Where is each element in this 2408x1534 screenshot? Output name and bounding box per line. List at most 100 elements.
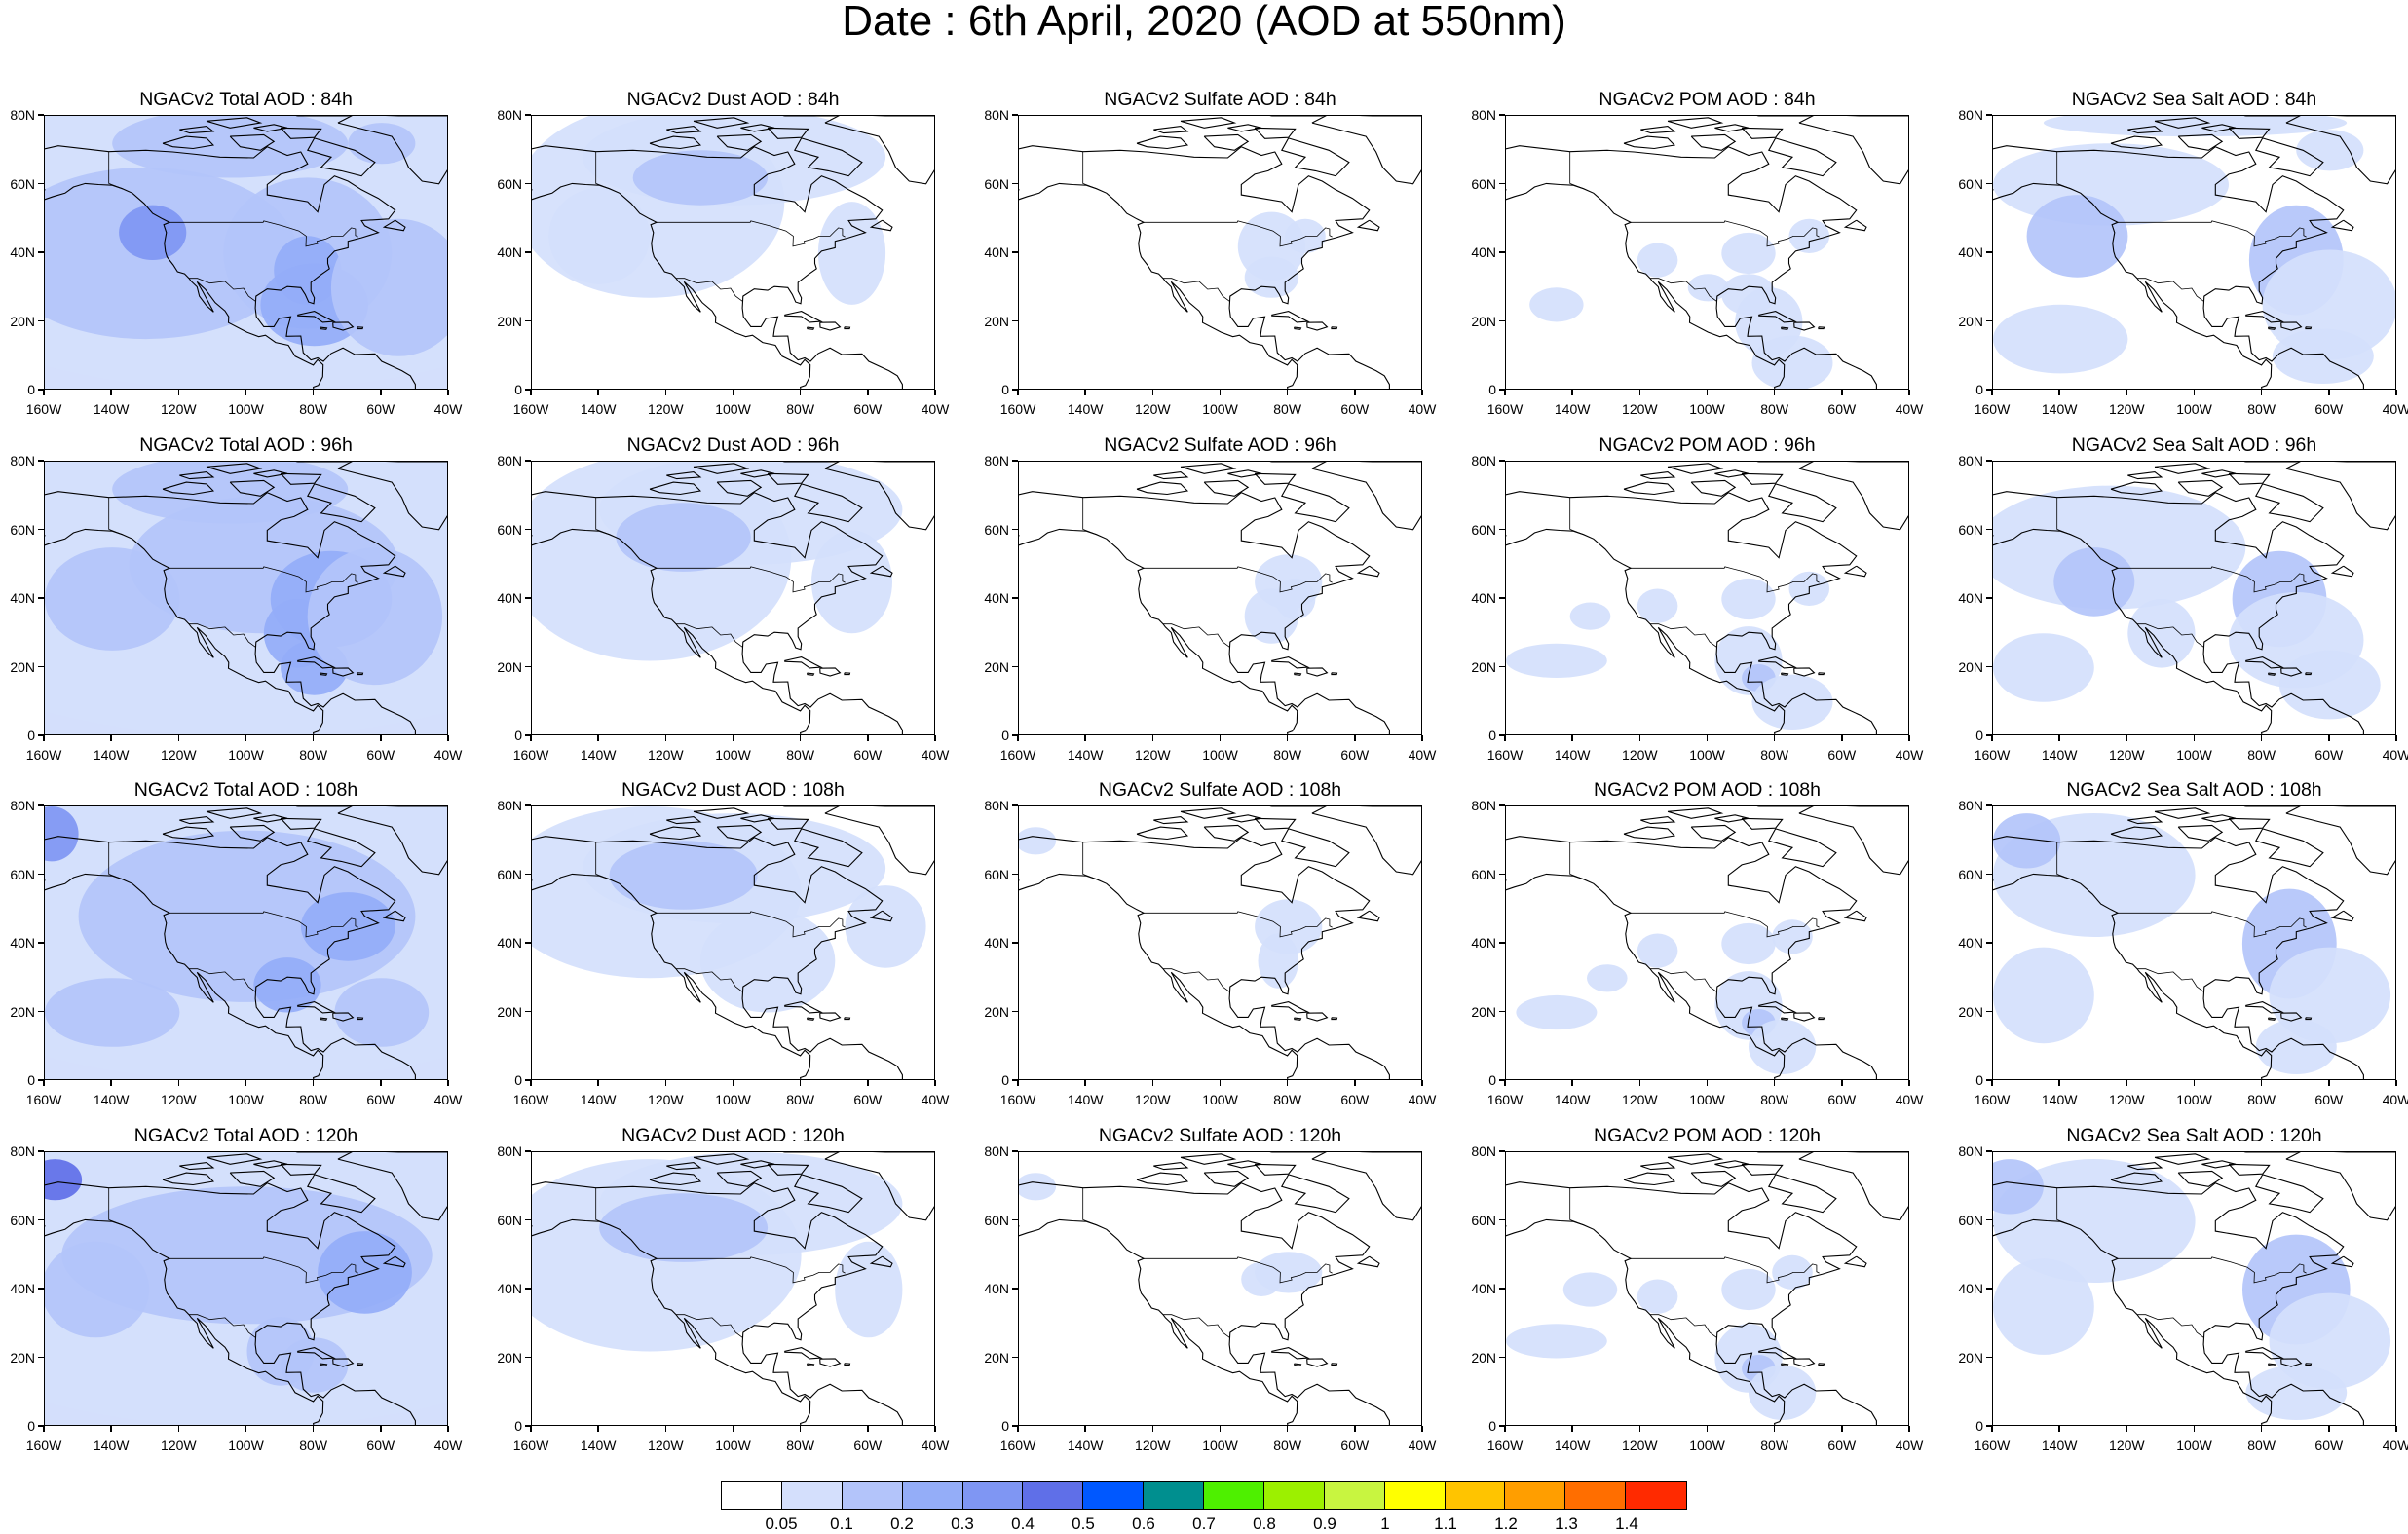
longitude-tick-mark bbox=[2260, 390, 2263, 395]
latitude-tick-mark bbox=[38, 1356, 44, 1359]
coastline bbox=[1667, 463, 1724, 474]
coastline bbox=[869, 565, 893, 578]
coastline bbox=[1798, 806, 1908, 876]
coastline bbox=[1331, 326, 1338, 330]
longitude-tick-mark bbox=[447, 390, 449, 395]
aod-contour-blob bbox=[45, 1241, 150, 1338]
latitude-tick-label: 20N bbox=[497, 658, 522, 675]
longitude-tick-mark bbox=[312, 735, 315, 741]
longitude-tick-label: 140W bbox=[1067, 1092, 1104, 1107]
longitude-tick-mark bbox=[799, 390, 802, 395]
map-panel bbox=[1992, 805, 2396, 1080]
latitude-tick-label: 0 bbox=[1001, 382, 1009, 397]
longitude-tick-mark bbox=[867, 390, 869, 395]
longitude-tick-label: 60W bbox=[1827, 1092, 1857, 1107]
coastline bbox=[306, 137, 376, 177]
country-border bbox=[2137, 968, 2205, 993]
panel-title: NGACv2 Dust AOD : 120h bbox=[621, 1125, 845, 1146]
coastline bbox=[666, 816, 702, 825]
map-panel bbox=[44, 115, 448, 390]
coastline bbox=[1714, 1160, 1750, 1169]
longitude-tick-label: 80W bbox=[786, 401, 815, 417]
coastline bbox=[740, 814, 775, 823]
longitude-tick-mark bbox=[110, 1080, 112, 1086]
latitude-tick-mark bbox=[38, 1218, 44, 1221]
latitude-tick-label: 60N bbox=[10, 521, 35, 538]
latitude-tick-label: 40N bbox=[1958, 1281, 1983, 1296]
coastline bbox=[2110, 826, 2163, 841]
longitude-tick-label: 60W bbox=[2314, 401, 2344, 417]
longitude-tick-mark bbox=[2328, 1426, 2330, 1432]
latitude-tick-label: 0 bbox=[1975, 382, 1983, 397]
coastline bbox=[806, 672, 815, 676]
coastline bbox=[1306, 321, 1329, 331]
latitude-tick-label: 80N bbox=[10, 798, 35, 813]
coastline bbox=[1798, 1152, 1908, 1221]
latitude-tick-label: 40N bbox=[497, 244, 522, 260]
longitude-tick-mark bbox=[2328, 1080, 2330, 1086]
coastline bbox=[1203, 1170, 1250, 1187]
longitude-tick-label: 100W bbox=[1202, 1092, 1238, 1107]
longitude-tick-mark bbox=[2260, 1080, 2263, 1086]
aod-contour-blob bbox=[599, 1193, 769, 1262]
coastline bbox=[1993, 491, 2364, 734]
aod-contour-blob bbox=[1506, 643, 1607, 678]
coastline bbox=[649, 481, 702, 496]
longitude-tick-mark bbox=[1504, 1426, 1506, 1432]
coastline bbox=[1280, 483, 1350, 523]
coastline bbox=[1270, 311, 1310, 323]
aod-map bbox=[1019, 116, 1421, 389]
longitude-tick-label: 80W bbox=[1273, 401, 1302, 417]
aod-contour-blob bbox=[112, 462, 349, 524]
coastline bbox=[844, 326, 851, 330]
coastline bbox=[1640, 471, 1676, 480]
latitude-tick-label: 40N bbox=[10, 590, 35, 606]
latitude-tick-label: 80N bbox=[497, 1143, 522, 1159]
latitude-tick-label: 0 bbox=[514, 382, 522, 397]
longitude-tick-label: 80W bbox=[786, 747, 815, 763]
colorbar-swatch bbox=[1023, 1482, 1084, 1509]
longitude-tick-label: 120W bbox=[1622, 401, 1658, 417]
longitude-tick-mark bbox=[245, 735, 247, 741]
coastline bbox=[2267, 326, 2276, 330]
coastline bbox=[2330, 910, 2354, 922]
longitude-tick-label: 160W bbox=[999, 1438, 1036, 1453]
country-border bbox=[1144, 911, 1333, 938]
coastline bbox=[1331, 672, 1338, 676]
panel-title: NGACv2 Dust AOD : 84h bbox=[626, 89, 840, 110]
country-border bbox=[1144, 1256, 1333, 1284]
country-border bbox=[108, 1187, 123, 1226]
latitude-tick-label: 0 bbox=[1488, 1418, 1496, 1434]
coastline bbox=[337, 1152, 447, 1221]
coastline bbox=[206, 1153, 263, 1165]
latitude-tick-mark bbox=[1012, 528, 1018, 531]
aod-contour-blob bbox=[1993, 813, 2061, 869]
country-border bbox=[2118, 911, 2307, 938]
latitude-tick-mark bbox=[1012, 182, 1018, 185]
latitude-tick-label: 20N bbox=[10, 658, 35, 675]
latitude-tick-mark bbox=[1012, 873, 1018, 876]
latitude-tick-label: 40N bbox=[984, 590, 1009, 606]
coastline bbox=[1280, 1174, 1350, 1214]
country-border bbox=[169, 1256, 358, 1284]
country-border bbox=[657, 1256, 846, 1284]
longitude-tick-label: 160W bbox=[999, 401, 1036, 417]
longitude-tick-label: 60W bbox=[853, 401, 883, 417]
longitude-tick-label: 120W bbox=[2109, 747, 2145, 763]
coastline bbox=[1667, 117, 1724, 129]
latitude-tick-mark bbox=[1986, 1079, 1992, 1081]
aod-contour-blob bbox=[2262, 249, 2395, 360]
panel-title: NGACv2 POM AOD : 108h bbox=[1593, 779, 1822, 801]
coastline bbox=[783, 1001, 823, 1014]
longitude-tick-mark bbox=[1571, 735, 1573, 741]
longitude-tick-label: 120W bbox=[1135, 747, 1171, 763]
longitude-tick-mark bbox=[1991, 1426, 1993, 1432]
latitude-tick-mark bbox=[1499, 942, 1505, 944]
longitude-tick-mark bbox=[1706, 735, 1709, 741]
coastline bbox=[1741, 817, 1784, 830]
longitude-tick-label: 120W bbox=[1135, 401, 1171, 417]
coastline bbox=[2330, 219, 2354, 232]
coastline bbox=[1293, 326, 1302, 330]
coastline bbox=[337, 806, 447, 876]
latitude-tick-mark bbox=[525, 1010, 531, 1013]
